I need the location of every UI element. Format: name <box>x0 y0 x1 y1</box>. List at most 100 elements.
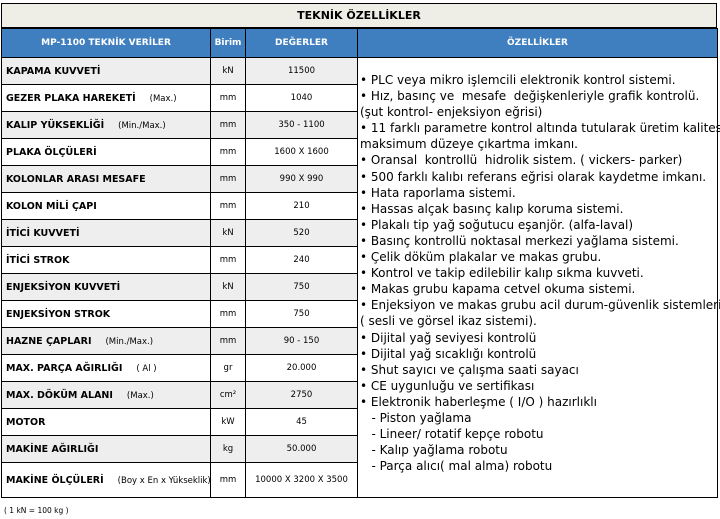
spec-value: 750 <box>245 273 358 301</box>
spec-value: 1600 X 1600 <box>245 138 358 166</box>
spec-value: 520 <box>245 219 358 247</box>
feature-item: • CE uygunluğu ve sertifikası <box>360 378 535 393</box>
feature-item: • Hız, basınç ve mesafe değişkenleriyle … <box>360 89 700 104</box>
spec-unit: mm <box>210 192 246 220</box>
spec-name: KAPAMA KUVVETİ <box>6 65 101 77</box>
feature-item: • Plakalı tip yağ soğutucu eşanjör. (alf… <box>360 217 634 232</box>
spec-value: 240 <box>245 246 358 274</box>
spec-label: GEZER PLAKA HAREKETİ (Max.) <box>1 84 211 112</box>
feature-item: (şut kontrol- enjeksiyon eğrisi) <box>360 105 543 120</box>
table-row: İTİCİ STROK mm 240 <box>1 246 718 274</box>
spec-qualifier: (Boy x En x Yükseklik) <box>117 475 211 486</box>
spec-table: MP-1100 TEKNİK VERİLER Birim DEĞERLER ÖZ… <box>1 28 720 498</box>
spec-label: MAX. PARÇA AĞIRLIĞI ( Al ) <box>1 354 211 382</box>
table-header-row: MP-1100 TEKNİK VERİLER Birim DEĞERLER ÖZ… <box>1 28 718 58</box>
spec-unit: mm <box>210 165 246 193</box>
spec-label: İTİCİ STROK <box>1 246 211 274</box>
unit-note: ( 1 kN = 100 kg ) <box>4 506 69 515</box>
spec-unit: mm <box>210 246 246 274</box>
spec-unit: kN <box>210 273 246 301</box>
table-row: HAZNE ÇAPLARI (Min./Max.) mm 90 - 150 <box>1 327 718 355</box>
table-row: PLAKA ÖLÇÜLERİ mm 1600 X 1600 <box>1 138 718 166</box>
spec-label: HAZNE ÇAPLARI (Min./Max.) <box>1 327 211 355</box>
spec-unit: kN <box>210 57 246 85</box>
spec-unit: gr <box>210 354 246 382</box>
spec-value: 990 X 990 <box>245 165 358 193</box>
spec-name: MAKİNE AĞIRLIĞI <box>6 443 99 455</box>
table-row: MAX. DÖKÜM ALANI (Max.) cm² 2750 <box>1 381 718 409</box>
table-row: MAKİNE AĞIRLIĞI kg 50.000 <box>1 435 718 463</box>
spec-value: 90 - 150 <box>245 327 358 355</box>
spec-label: PLAKA ÖLÇÜLERİ <box>1 138 211 166</box>
feature-item: • Dijital yağ seviyesi kontrolü <box>360 330 537 345</box>
header-features: ÖZELLİKLER <box>357 28 718 58</box>
spec-unit: kN <box>210 219 246 247</box>
features-list: • PLC veya mikro işlemcili elektronik ko… <box>357 57 720 498</box>
feature-item: maksimum düzeye çıkartma imkanı. <box>360 137 578 152</box>
spec-name: MOTOR <box>6 416 46 428</box>
header-unit: Birim <box>210 28 246 58</box>
header-values: DEĞERLER <box>245 28 358 58</box>
spec-name: KOLONLAR ARASI MESAFE <box>6 173 146 185</box>
spec-value: 750 <box>245 300 358 328</box>
page-title: TEKNİK ÖZELLİKLER <box>1 3 717 28</box>
spec-value: 50.000 <box>245 435 358 463</box>
feature-item: • Enjeksiyon ve makas grubu acil durum-g… <box>360 298 720 313</box>
table-row: KALIP YÜKSEKLİĞİ (Min./Max.) mm 350 - 1100 <box>1 111 718 139</box>
spec-name: İTİCİ KUVVETİ <box>6 227 80 239</box>
spec-name: MAX. PARÇA AĞIRLIĞI <box>6 362 123 374</box>
spec-value: 1040 <box>245 84 358 112</box>
feature-item: • Hassas alçak basınç kalıp koruma siste… <box>360 201 624 216</box>
spec-value: 11500 <box>245 57 358 85</box>
spec-qualifier: (Min./Max.) <box>118 120 166 131</box>
feature-item: - Piston yağlama <box>360 410 472 425</box>
spec-unit: mm <box>210 111 246 139</box>
spec-label: ENJEKSİYON KUVVETİ <box>1 273 211 301</box>
feature-item: ( sesli ve görsel ikaz sistemi). <box>360 314 537 329</box>
spec-name: GEZER PLAKA HAREKETİ <box>6 92 136 104</box>
spec-qualifier: (Max.) <box>149 93 177 104</box>
feature-item: • 11 farklı parametre kontrol altında tu… <box>360 121 720 136</box>
spec-name: İTİCİ STROK <box>6 254 70 266</box>
spec-qualifier: (Max.) <box>126 390 154 401</box>
spec-label: KOLONLAR ARASI MESAFE <box>1 165 211 193</box>
spec-unit: mm <box>210 84 246 112</box>
feature-item: • Oransal kontrollü hidrolik sistem. ( v… <box>360 153 683 168</box>
feature-item: • PLC veya mikro işlemcili elektronik ko… <box>360 73 676 87</box>
table-row: KOLONLAR ARASI MESAFE mm 990 X 990 <box>1 165 718 193</box>
spec-unit: mm <box>210 462 246 498</box>
spec-name: ENJEKSİYON KUVVETİ <box>6 281 121 293</box>
spec-name: MAX. DÖKÜM ALANI <box>6 389 113 401</box>
spec-unit: kW <box>210 408 246 436</box>
spec-name: PLAKA ÖLÇÜLERİ <box>6 146 97 158</box>
spec-value: 350 - 1100 <box>245 111 358 139</box>
spec-unit: cm² <box>210 381 246 409</box>
feature-item: • Elektronik haberleşme ( I/O ) hazırlık… <box>360 394 597 409</box>
spec-value: 45 <box>245 408 358 436</box>
feature-item: • 500 farklı kalıbı referans eğrisi olar… <box>360 169 707 184</box>
feature-item: • Dijital yağ sıcaklığı kontrolü <box>360 346 537 361</box>
spec-unit: mm <box>210 327 246 355</box>
feature-item: • Kontrol ve takip edilebilir kalıp sıkm… <box>360 266 644 281</box>
table-row: MAX. PARÇA AĞIRLIĞI ( Al ) gr 20.000 <box>1 354 718 382</box>
spec-qualifier: ( Al ) <box>136 363 157 374</box>
table-row: İTİCİ KUVVETİ kN 520 <box>1 219 718 247</box>
spec-label: MAKİNE AĞIRLIĞI <box>1 435 211 463</box>
header-spec: MP-1100 TEKNİK VERİLER <box>1 28 211 58</box>
spec-name: ENJEKSİYON STROK <box>6 308 111 320</box>
spec-unit: mm <box>210 138 246 166</box>
feature-item: • Makas grubu kapama cetvel okuma sistem… <box>360 282 636 297</box>
spec-label: MAKİNE ÖLÇÜLERİ (Boy x En x Yükseklik) <box>1 462 211 498</box>
feature-item: • Çelik döküm plakalar ve makas grubu. <box>360 250 602 265</box>
feature-item: - Kalıp yağlama robotu <box>360 443 508 458</box>
feature-item: • Hata raporlama sistemi. <box>360 185 516 200</box>
spec-name: KOLON MİLİ ÇAPI <box>6 200 97 212</box>
spec-value: 210 <box>245 192 358 220</box>
spec-name: KALIP YÜKSEKLİĞİ <box>6 119 105 131</box>
spec-unit: kg <box>210 435 246 463</box>
spec-label: KAPAMA KUVVETİ <box>1 57 211 85</box>
spec-value: 10000 X 3200 X 3500 <box>245 462 358 498</box>
table-row: KOLON MİLİ ÇAPI mm 210 <box>1 192 718 220</box>
spec-name: MAKİNE ÖLÇÜLERİ <box>6 474 104 486</box>
table-row: ENJEKSİYON KUVVETİ kN 750 <box>1 273 718 301</box>
